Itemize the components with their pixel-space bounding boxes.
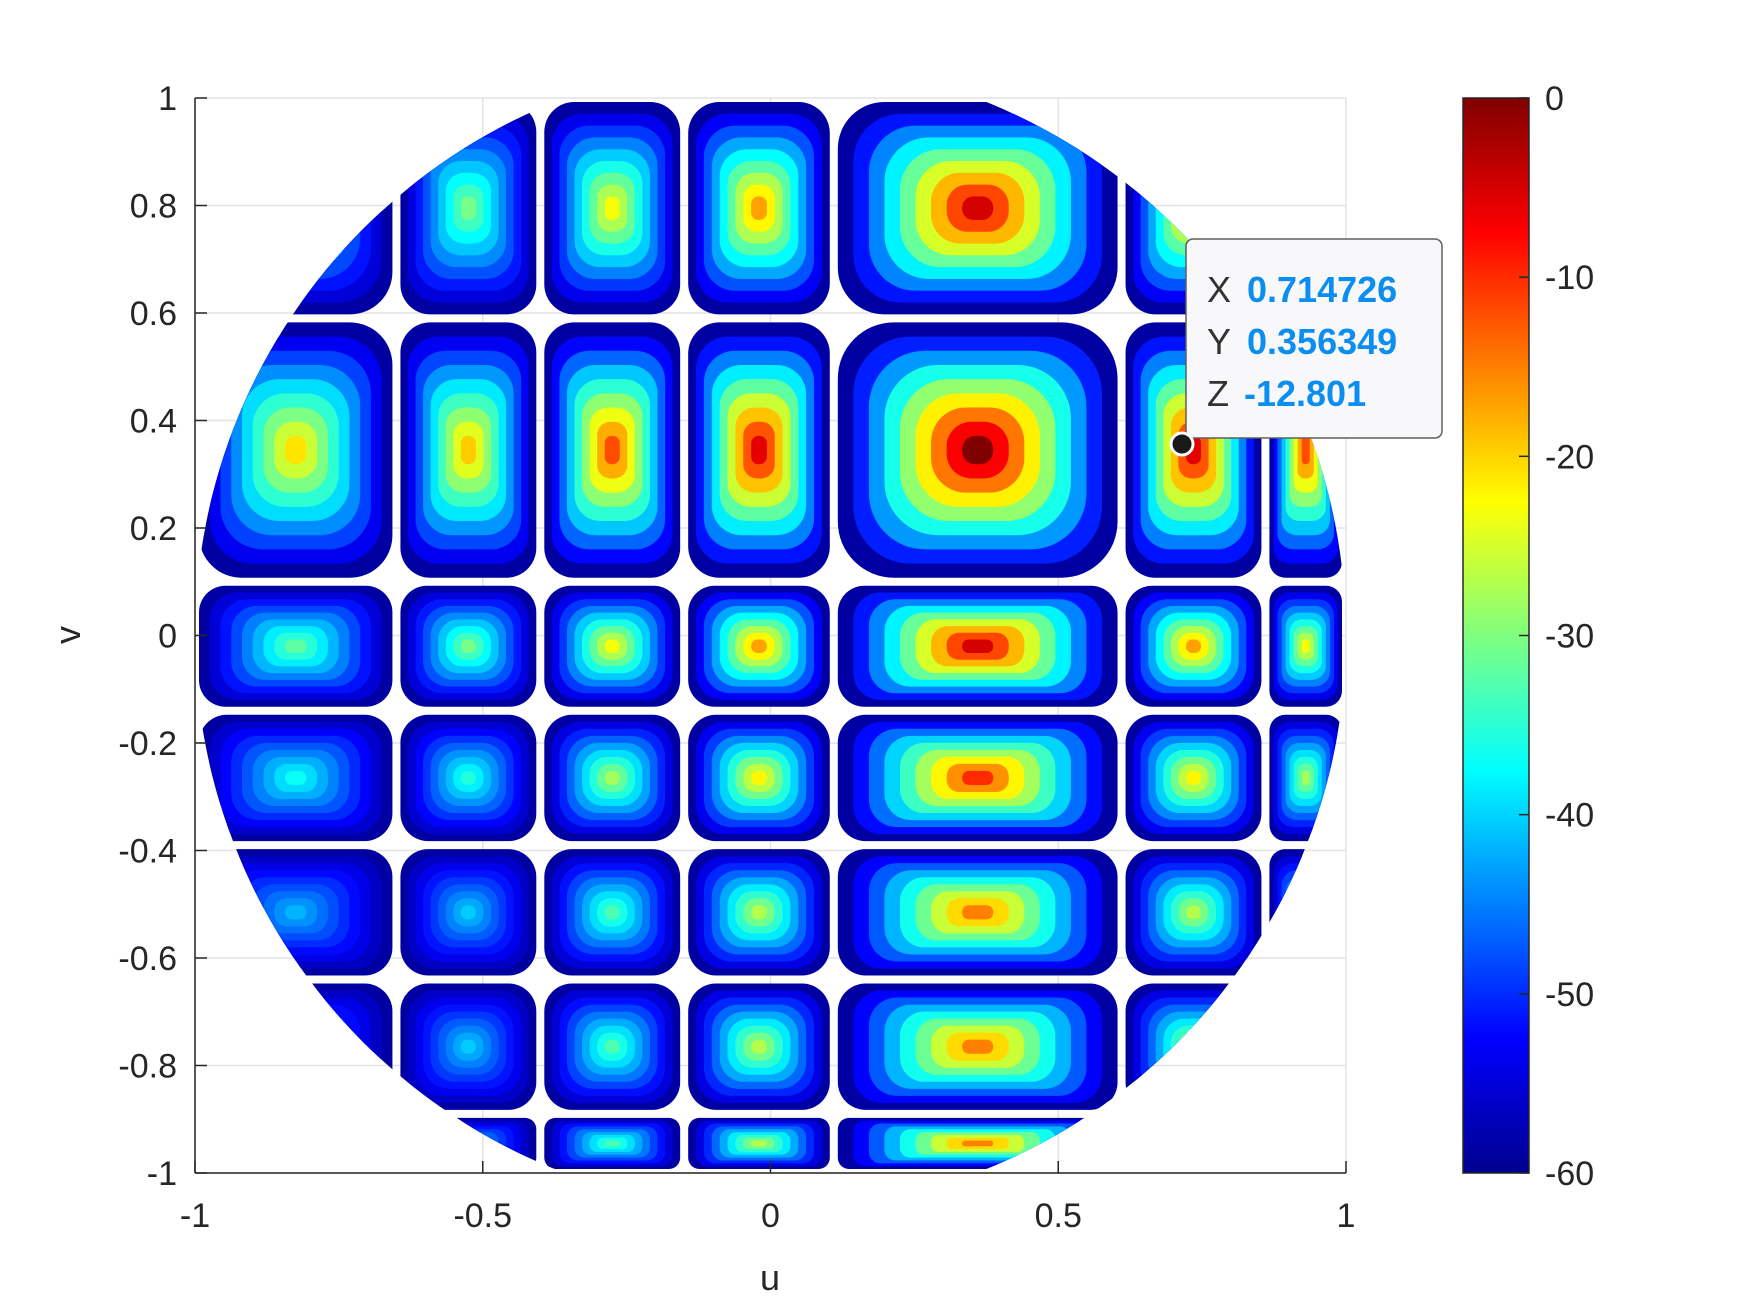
y-tick-label: -0.4 bbox=[118, 833, 177, 871]
x-tick-label: 1 bbox=[1337, 1197, 1356, 1235]
x-tick-label: 0.5 bbox=[1035, 1197, 1082, 1235]
y-tick-label: -0.2 bbox=[118, 725, 177, 763]
heatmap-cell bbox=[400, 714, 537, 842]
heatmap-cell bbox=[544, 102, 681, 315]
heatmap-cell bbox=[400, 849, 537, 976]
colorbar-tick-label: -40 bbox=[1545, 797, 1594, 835]
y-tick-label: 1 bbox=[158, 80, 177, 118]
heatmap-cell bbox=[400, 585, 537, 707]
datatip-box bbox=[1185, 238, 1443, 439]
heatmap-cell bbox=[688, 849, 830, 976]
heatmap-cell bbox=[544, 322, 681, 578]
heatmap-cell bbox=[544, 585, 681, 707]
heatmap-cell bbox=[400, 983, 537, 1110]
x-tick-label: 0 bbox=[761, 1197, 780, 1235]
colorbar-tick-label: -50 bbox=[1545, 976, 1594, 1014]
heatmap-cell bbox=[1125, 322, 1262, 578]
heatmap-cell bbox=[1125, 849, 1262, 976]
colorbar-tick-label: 0 bbox=[1545, 80, 1564, 118]
heatmap-cell bbox=[544, 983, 681, 1110]
x-axis-label: u bbox=[760, 1257, 780, 1298]
heatmap-cell bbox=[837, 322, 1118, 578]
heatmap-cell bbox=[1125, 714, 1262, 842]
heatmap-cell bbox=[688, 322, 830, 578]
axes: -1 -0.5 0 0.5 1 1 0.8 0.6 0.4 0.2 0 -0.2 -0.4 -0.6 -0.… bbox=[118, 80, 1355, 1235]
datatip-x-value: 0.714726 bbox=[1247, 269, 1397, 310]
datatip-marker[interactable] bbox=[1169, 431, 1195, 457]
y-tick-label: -1 bbox=[147, 1155, 177, 1193]
y-tick-label: -0.6 bbox=[118, 940, 177, 978]
datatip-y-key: Y bbox=[1207, 321, 1231, 362]
y-tick-label: 0.2 bbox=[130, 510, 177, 548]
heatmap-cell bbox=[1125, 585, 1262, 707]
y-tick-label: 0.4 bbox=[130, 403, 177, 441]
y-tick-label: 0.8 bbox=[130, 188, 177, 226]
colorbar-tick-label: -10 bbox=[1545, 259, 1594, 297]
heatmap-cell bbox=[544, 714, 681, 842]
heatmap-cell bbox=[544, 1117, 681, 1169]
x-tick-label: -1 bbox=[180, 1197, 210, 1235]
y-axis-label: v bbox=[47, 626, 88, 644]
heatmap-cell bbox=[1269, 585, 1342, 707]
x-tick-label: -0.5 bbox=[453, 1197, 512, 1235]
heatmap-cell bbox=[400, 322, 537, 578]
datatip-y-value: 0.356349 bbox=[1247, 321, 1397, 362]
y-tick-label: 0 bbox=[158, 618, 177, 656]
heatmap-cell bbox=[688, 983, 830, 1110]
heatmap-cell bbox=[688, 102, 830, 315]
y-tick-label: -0.8 bbox=[118, 1048, 177, 1086]
y-tick-label: 0.6 bbox=[130, 295, 177, 333]
heatmap-cell bbox=[837, 585, 1118, 707]
datatip-z-value: -12.801 bbox=[1244, 373, 1366, 414]
colorbar-gradient bbox=[1462, 97, 1530, 1174]
heatmap-cell bbox=[688, 1117, 830, 1169]
heatmap-cell bbox=[837, 983, 1118, 1110]
heatmap-surface bbox=[199, 102, 1342, 1169]
heatmap-cell bbox=[544, 849, 681, 976]
heatmap-cell bbox=[199, 322, 393, 578]
colorbar-tick-label: -60 bbox=[1545, 1155, 1594, 1193]
colorbar-tick-label: -30 bbox=[1545, 618, 1594, 656]
heatmap-cell bbox=[688, 714, 830, 842]
heatmap-cell bbox=[837, 714, 1118, 842]
datatip-x-key: X bbox=[1207, 269, 1231, 310]
datatip-z-key: Z bbox=[1207, 373, 1229, 414]
heatmap-cell bbox=[688, 585, 830, 707]
heatmap-cell bbox=[199, 714, 393, 842]
heatmap-cell bbox=[199, 585, 393, 707]
colorbar: 0 -10 -20 -30 -40 -50 -60 bbox=[1462, 80, 1594, 1193]
colorbar-tick-label: -20 bbox=[1545, 438, 1594, 476]
heatmap-cell bbox=[837, 849, 1118, 976]
datatip[interactable]: X 0.714726 Y 0.356349 Z -12.801 bbox=[1169, 238, 1443, 457]
heatmap-cell bbox=[837, 102, 1118, 315]
